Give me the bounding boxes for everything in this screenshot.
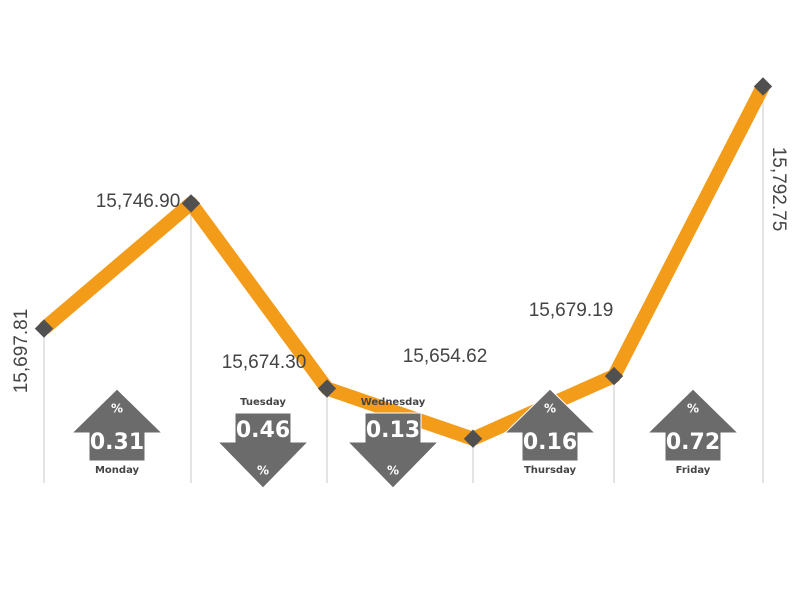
- percent-symbol: %: [257, 464, 269, 478]
- percent-symbol: %: [544, 402, 556, 416]
- change-arrow-tuesday: 0.46% Tuesday: [216, 397, 310, 489]
- point-marker: [34, 319, 54, 338]
- change-arrow-friday: 0.72% Friday: [646, 388, 740, 476]
- daily-change-arrows: 0.31%Monday0.46%Tuesday0.13%Wednesday0.1…: [70, 388, 740, 489]
- change-percent: 0.13: [366, 418, 420, 443]
- arrow-up-icon: [70, 388, 164, 462]
- point-markers: [34, 77, 773, 448]
- change-arrow-wednesday: 0.13% Wednesday: [346, 397, 440, 489]
- arrow-down-icon: [216, 412, 310, 489]
- change-percent: 0.46: [236, 418, 290, 443]
- change-arrow-thursday: 0.16% Thursday: [503, 388, 597, 476]
- day-label: Thursday: [524, 465, 577, 476]
- point-marker: [317, 379, 337, 398]
- change-arrow-monday: 0.31% Monday: [70, 388, 164, 476]
- value-label: 15,654.62: [403, 346, 488, 367]
- arrow-up-icon: [503, 388, 597, 462]
- change-percent: 0.31: [90, 430, 144, 455]
- drop-lines: [43, 86, 764, 483]
- change-percent: 0.16: [523, 430, 577, 455]
- value-label: 15,792.75: [768, 147, 789, 232]
- point-marker: [463, 429, 483, 448]
- value-labels: 15,697.81 15,746.90 15,674.30 15,654.62 15,6…: [11, 147, 789, 394]
- day-label: Wednesday: [361, 397, 426, 408]
- percent-symbol: %: [687, 402, 699, 416]
- arrow-up-icon: [646, 388, 740, 462]
- point-marker: [181, 194, 201, 213]
- day-label: Monday: [95, 465, 140, 476]
- percent-symbol: %: [387, 464, 399, 478]
- series-line: [39, 83, 770, 446]
- point-marker: [753, 77, 773, 96]
- value-label: 15,697.81: [11, 309, 32, 394]
- change-percent: 0.72: [666, 430, 720, 455]
- day-label: Friday: [676, 465, 711, 476]
- value-label: 15,746.90: [96, 191, 181, 212]
- value-label: 15,679.19: [529, 300, 614, 321]
- point-marker: [604, 366, 624, 386]
- day-label: Tuesday: [240, 397, 286, 408]
- percent-symbol: %: [111, 402, 123, 416]
- arrow-down-icon: [346, 412, 440, 489]
- value-label: 15,674.30: [222, 352, 307, 373]
